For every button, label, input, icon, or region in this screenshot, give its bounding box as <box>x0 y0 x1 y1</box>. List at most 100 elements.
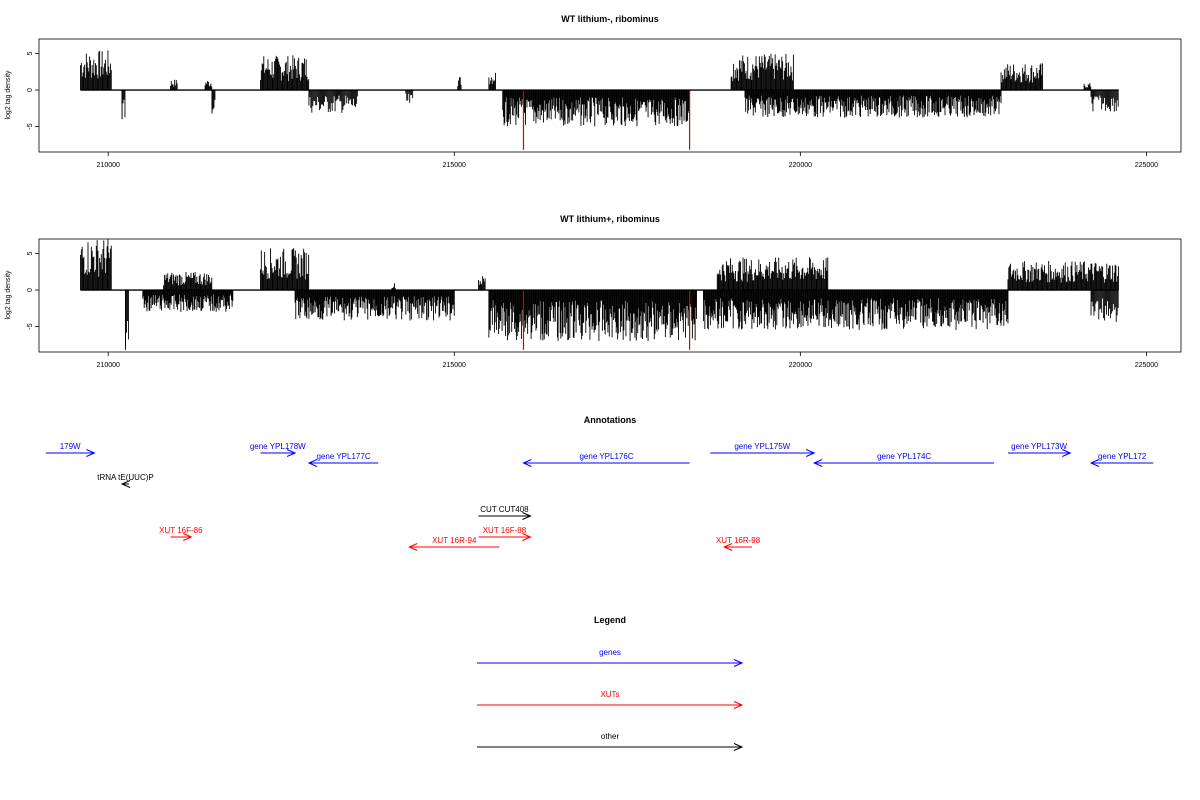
legend-entry: other <box>477 732 744 751</box>
legend-entry: XUTs <box>477 690 744 709</box>
density-bars <box>80 238 1119 350</box>
legend-label: other <box>601 732 620 741</box>
annotation-feature: gene YPL175W <box>710 442 816 457</box>
annotation-feature: XUT 16R-98 <box>716 536 761 551</box>
positive-bar-segment <box>260 248 310 291</box>
legend-entry: genes <box>477 648 744 667</box>
positive-bar-segment <box>488 72 496 91</box>
feature-label: gene YPL175W <box>734 442 790 451</box>
y-tick-label: -5 <box>27 323 34 329</box>
annotation-feature: tRNA tE(UUC)P <box>97 473 154 488</box>
annotation-features: 179W gene YPL178W gene YPL177C gene YPL176C… <box>45 442 1154 551</box>
axes: 5 0 -5 210000 215000 220000 225000 <box>27 52 1158 169</box>
x-tick-label: 210000 <box>97 362 120 369</box>
positive-bar-segment <box>163 272 213 291</box>
positive-bar-segment <box>204 81 213 91</box>
annotation-feature: XUT 16R-94 <box>408 536 500 551</box>
x-tick-label: 215000 <box>443 162 466 169</box>
positive-bar-segment <box>730 53 794 91</box>
feature-label: tRNA tE(UUC)P <box>97 473 153 482</box>
negative-bar-segment <box>488 290 697 342</box>
negative-bar-segment <box>1090 90 1119 112</box>
y-tick-label: 0 <box>27 288 34 292</box>
annotation-feature: gene YPL178W <box>250 442 306 457</box>
x-tick-label: 225000 <box>1135 162 1158 169</box>
negative-bar-segment <box>211 90 216 114</box>
feature-label: CUT CUT408 <box>480 505 529 514</box>
positive-bar-segment <box>1000 63 1044 91</box>
feature-arrowhead <box>805 449 816 457</box>
x-tick-label: 210000 <box>97 162 120 169</box>
feature-label: XUT 16R-98 <box>716 536 761 545</box>
annotations-title: Annotations <box>584 415 637 425</box>
negative-bar-segment <box>502 90 691 127</box>
positive-bar-segment <box>170 79 178 91</box>
positive-bar-segment <box>80 238 112 291</box>
feature-label: gene YPL176C <box>579 452 633 461</box>
x-tick-label: 220000 <box>789 362 812 369</box>
feature-arrowhead <box>733 701 744 709</box>
annotation-feature: gene YPL176C <box>522 452 690 467</box>
feature-arrowhead <box>733 743 744 751</box>
annotation-feature: XUT 16F-88 <box>478 526 532 541</box>
x-tick-label: 215000 <box>443 362 466 369</box>
plot-frame <box>38 38 1182 153</box>
negative-bar-segment <box>702 290 1009 331</box>
plot-frame <box>38 238 1182 353</box>
legend-label: genes <box>599 648 621 657</box>
annotation-feature: gene YPL172 <box>1089 452 1154 467</box>
feature-arrowhead <box>120 480 131 488</box>
feature-label: XUT 16F-88 <box>483 526 527 535</box>
feature-arrowhead <box>522 459 532 467</box>
feature-label: gene YPL177C <box>316 452 370 461</box>
negative-bar-segment <box>294 290 455 321</box>
annotation-feature: gene YPL173W <box>1007 442 1072 457</box>
feature-arrowhead <box>1089 459 1100 467</box>
density-panel-lithium-plus: WT lithium+, ribominus log2 tag density … <box>5 214 1182 369</box>
positive-bar-segment <box>716 257 829 291</box>
feature-label: gene YPL174C <box>877 452 931 461</box>
negative-bar-segment <box>744 90 1002 118</box>
negative-bar-segment <box>405 90 414 103</box>
feature-arrowhead <box>733 659 744 667</box>
feature-arrowhead <box>722 543 733 551</box>
y-tick-label: 0 <box>27 88 34 92</box>
negative-bar-segment <box>125 290 129 350</box>
legend-label: XUTs <box>600 690 619 699</box>
feature-label: XUT 16F-86 <box>159 526 203 535</box>
negative-bar-segment <box>142 290 234 312</box>
feature-arrowhead <box>86 449 96 457</box>
feature-arrowhead <box>812 459 823 467</box>
y-tick-label: -5 <box>27 123 34 129</box>
y-axis-label: log2 tag density <box>5 270 12 320</box>
legend-entries: genes XUTs other <box>477 648 744 751</box>
x-tick-label: 225000 <box>1135 362 1158 369</box>
legend-panel: Legend genes XUTs other <box>477 615 744 751</box>
x-tick-label: 220000 <box>789 162 812 169</box>
panel-title: WT lithium+, ribominus <box>560 214 660 224</box>
legend-title: Legend <box>594 615 626 625</box>
density-bars <box>80 50 1119 150</box>
annotation-feature: XUT 16F-86 <box>159 526 203 541</box>
positive-bar-segment <box>1007 261 1119 291</box>
feature-arrowhead <box>522 512 532 520</box>
y-tick-label: 5 <box>27 252 34 256</box>
feature-label: gene YPL173W <box>1011 442 1067 451</box>
feature-arrowhead <box>286 449 297 457</box>
panel-title: WT lithium-, ribominus <box>561 14 659 24</box>
feature-arrowhead <box>183 533 193 541</box>
negative-bar-segment <box>121 90 126 120</box>
annotation-feature: gene YPL174C <box>812 452 995 467</box>
density-panel-lithium-minus: WT lithium-, ribominus log2 tag density … <box>5 14 1182 169</box>
feature-label: gene YPL172 <box>1098 452 1147 461</box>
feature-arrowhead <box>522 533 532 541</box>
y-axis-label: log2 tag density <box>5 70 12 120</box>
y-tick-label: 5 <box>27 52 34 56</box>
negative-bar-segment <box>1090 290 1119 322</box>
feature-arrowhead <box>408 543 418 551</box>
positive-bar-segment <box>80 50 112 91</box>
feature-arrowhead <box>1062 449 1072 457</box>
annotations-panel: Annotations 179W gene YPL178W gene YPL177C… <box>45 415 1154 551</box>
